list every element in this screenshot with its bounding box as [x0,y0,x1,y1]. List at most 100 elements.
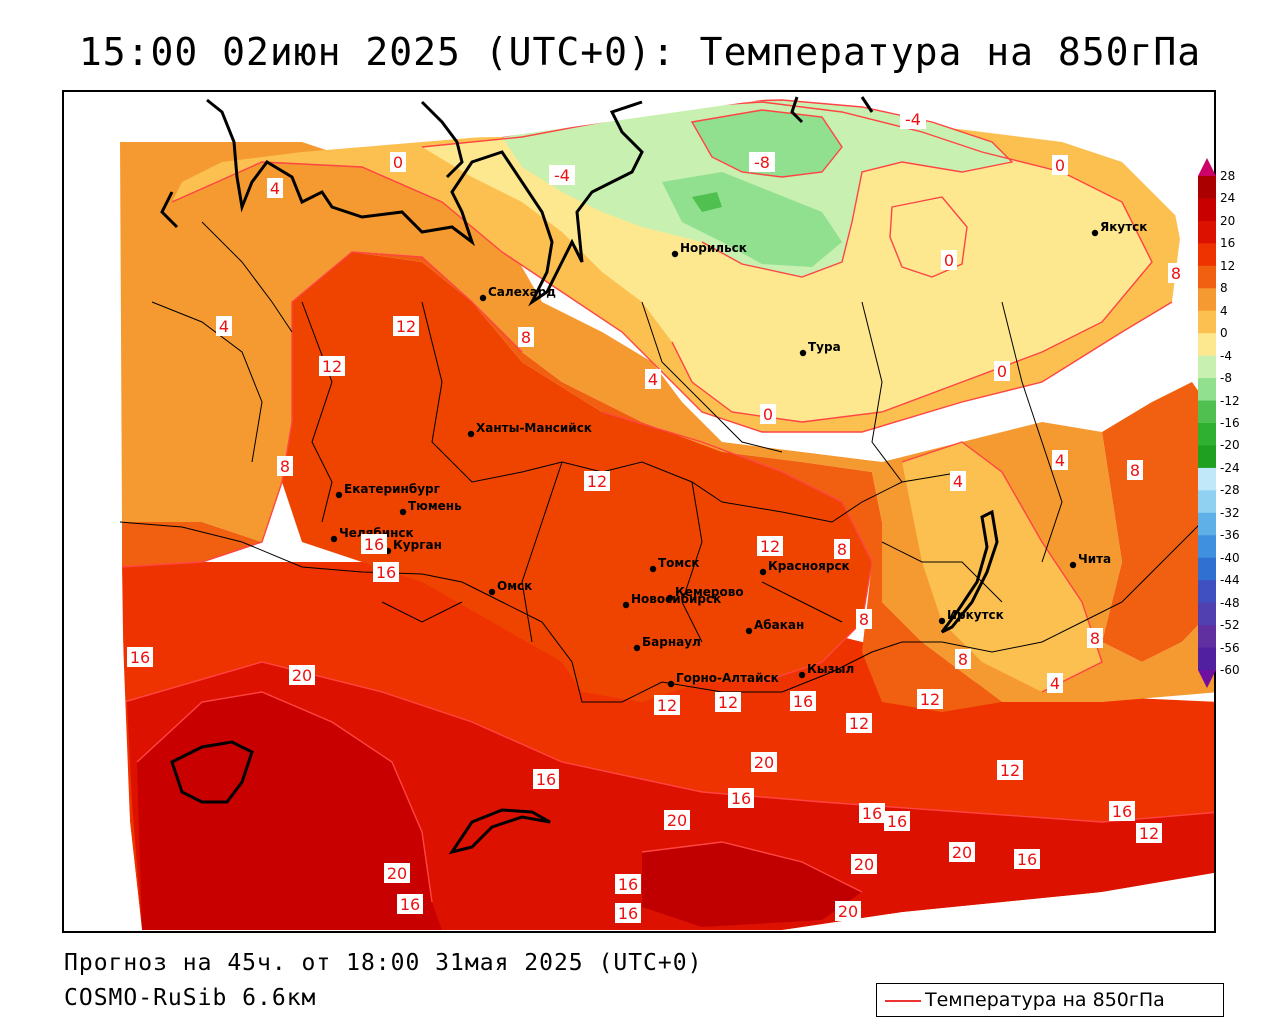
colorbar-segment [1198,333,1216,357]
colorbar-segment [1198,445,1216,469]
city-dot [745,627,753,635]
colorbar-segment [1198,647,1216,671]
isotherm-value: 16 [376,563,396,582]
city-label: Иркутск [947,608,1004,622]
isotherm-label: 8 [1127,460,1143,480]
isotherm-label-bg [900,109,926,129]
isotherm-label-bg [950,471,966,491]
isotherm-label-bg [846,713,872,733]
isotherm-label-bg [917,689,943,709]
isotherm-label-bg [856,609,872,629]
city-label: Тюмень [408,499,462,513]
city-marker[interactable]: Тура [799,340,841,357]
isotherm-value: 16 [400,895,420,914]
isotherm-label-bg [1052,155,1068,175]
isotherm-label: 16 [533,769,559,789]
field-12-16 [282,252,872,702]
city-marker[interactable]: Омск [488,579,532,596]
city-marker[interactable]: Красноярск [759,559,850,576]
isotherm-label-bg [757,536,783,556]
isotherm-value: 0 [997,362,1007,381]
colorbar-segment [1198,467,1216,491]
city-marker[interactable]: Екатеринбург [335,482,440,499]
city-dot [667,680,675,688]
isotherm-label: 8 [1168,263,1184,283]
city-marker[interactable]: Челябинск [330,526,414,543]
isotherm-value: -4 [554,166,570,185]
isotherm-label-bg [790,691,816,711]
city-dot [938,617,946,625]
city-label: Томск [658,556,700,570]
city-dot [666,594,674,602]
city-label: Челябинск [339,526,414,540]
temperature-map[interactable]: Норильск Якутск Салехард Тура Ханты-Мансийск… [64,92,1216,933]
city-marker[interactable]: Тюмень [399,499,462,516]
isotherm-label-bg [760,404,776,424]
colorbar-segment [1198,355,1216,379]
isotherm-value: 0 [1055,156,1065,175]
city-marker[interactable]: Ханты-Мансийск [467,421,592,438]
isotherm-label: -8 [749,152,775,172]
isotherm-value: 0 [763,405,773,424]
isotherm-value: 8 [1171,264,1181,283]
city-label: Салехард [488,285,556,299]
isotherm-label: 20 [664,810,690,830]
isotherm-label: 16 [373,562,399,582]
city-marker[interactable]: Кызыл [798,662,854,679]
city-marker[interactable]: Новосибирск [622,592,721,609]
colorbar-tick-label: -28 [1220,483,1240,498]
isotherm-label-bg [955,649,971,669]
city-label: Новосибирск [631,592,721,606]
city-dot [479,294,487,302]
isotherm-label-bg [384,863,410,883]
city-marker[interactable]: Курган [384,538,442,555]
chart-title: 15:00 02июн 2025 (UTC+0): Температура на… [78,30,1202,74]
isotherm-value: 20 [667,811,687,830]
isotherm-label: 8 [277,456,293,476]
isotherm-value: 8 [521,328,531,347]
isotherm-label-bg [277,456,293,476]
city-marker[interactable]: Абакан [745,618,804,635]
colorbar-bottom-arrow [1198,670,1216,688]
isotherm-label: 12 [1136,823,1162,843]
city-marker[interactable]: Салехард [479,285,556,302]
city-marker[interactable]: Норильск [671,241,747,258]
city-marker[interactable]: Кемерово [666,585,744,602]
city-marker[interactable]: Томск [649,556,700,573]
isotherm-label-bg [518,327,534,347]
isotherm-label-bg [1168,263,1184,283]
isotherm-value: 12 [322,357,342,376]
city-label: Кызыл [807,662,854,676]
city-marker[interactable]: Барнаул [633,635,701,652]
map-frame: Норильск Якутск Салехард Тура Ханты-Мансийск… [62,90,1216,933]
isotherm-label-bg [949,842,975,862]
city-label: Красноярск [768,559,850,573]
city-marker[interactable]: Якутск [1091,220,1148,237]
colorbar-segment [1198,243,1216,267]
isotherm-label: 4 [216,316,232,336]
colorbar-tick-label: 12 [1220,258,1236,273]
city-marker[interactable]: Чита [1069,552,1111,569]
isotherm-label: 8 [1087,628,1103,648]
isotherm-label-bg [584,471,610,491]
colorbar-segment [1198,198,1216,222]
colorbar-tick-label: -60 [1220,663,1240,677]
field-12-16b [1102,382,1214,662]
colorbar-tick-label: -56 [1220,640,1240,655]
colorbar-tick-label: -44 [1220,573,1240,588]
isotherm-label: 0 [994,361,1010,381]
isotherm-value: 20 [387,864,407,883]
city-label: Омск [497,579,532,593]
city-marker[interactable]: Иркутск [938,608,1004,625]
isotherm-value: 4 [219,317,229,336]
city-marker[interactable]: Горно-Алтайск [667,671,779,688]
isotherm-label: 8 [518,327,534,347]
city-label: Чита [1078,552,1111,566]
cities: Норильск Якутск Салехард Тура Ханты-Мансийск… [330,220,1148,688]
isotherm-label-bg [1087,628,1103,648]
isotherm-label-bg [997,760,1023,780]
isotherm-value: 0 [393,153,403,172]
isotherm-label-bg [1127,460,1143,480]
isotherm-value: 20 [838,902,858,921]
